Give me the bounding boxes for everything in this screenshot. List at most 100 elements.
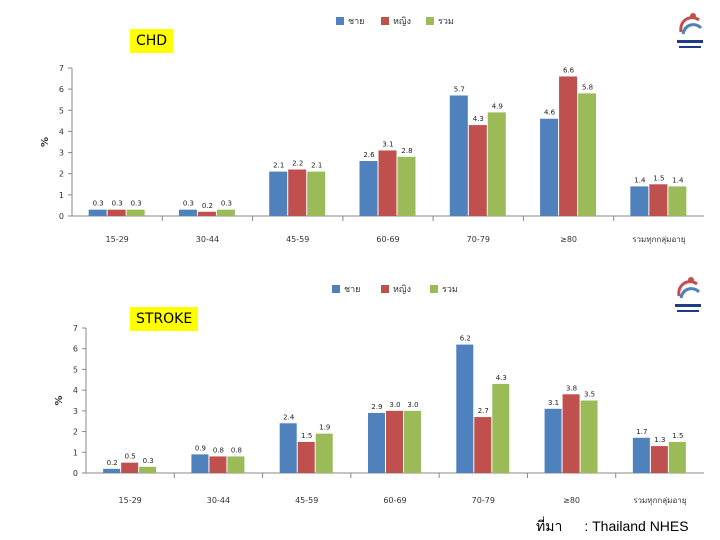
bar (540, 118, 559, 216)
legend-label: ชาย (348, 17, 364, 27)
x-tick-label: ≥80 (563, 496, 580, 505)
bar (359, 161, 378, 216)
bar (544, 408, 562, 473)
bar (404, 410, 421, 473)
data-label: 3.8 (566, 384, 577, 392)
x-tick-label: ≥80 (560, 235, 577, 244)
data-label: 1.5 (653, 174, 664, 182)
data-label: 0.3 (143, 457, 154, 465)
x-tick-label: 45-59 (295, 496, 318, 505)
bar (650, 446, 668, 473)
bar (578, 93, 597, 216)
bar (227, 456, 245, 473)
data-label: 0.3 (112, 200, 123, 208)
data-label: 4.3 (473, 115, 484, 123)
bar (487, 112, 506, 216)
y-tick-label: 6 (73, 345, 78, 354)
y-tick-label: 1 (59, 191, 64, 200)
bar (397, 156, 416, 216)
legend-label: ชาย (344, 285, 360, 295)
data-label: 0.9 (195, 444, 206, 452)
legend-swatch (381, 285, 389, 293)
x-tick-label: 60-69 (376, 235, 399, 244)
y-tick-label: 4 (59, 127, 64, 136)
data-label: 3.1 (382, 140, 393, 148)
data-label: 2.9 (371, 403, 382, 411)
data-label: 1.5 (301, 432, 312, 440)
data-label: 0.2 (202, 202, 213, 210)
data-label: 2.1 (311, 162, 322, 170)
x-tick-label: 45-59 (286, 235, 309, 244)
bar (307, 171, 326, 216)
nhes-logo-icon (675, 277, 701, 312)
legend-swatch (332, 285, 340, 293)
bar (216, 209, 235, 216)
data-label: 1.5 (672, 432, 683, 440)
bar (126, 209, 145, 216)
x-tick-label: 15-29 (106, 235, 129, 244)
bar (580, 400, 598, 473)
bar (191, 454, 209, 473)
data-label: 0.3 (93, 200, 104, 208)
bar (456, 344, 474, 473)
data-label: 1.9 (319, 424, 330, 432)
data-label: 0.3 (183, 200, 194, 208)
bar (630, 186, 649, 216)
data-label: 3.0 (407, 401, 418, 409)
data-label: 0.5 (125, 453, 136, 461)
bar (121, 462, 139, 473)
legend-swatch (426, 17, 434, 25)
y-axis-label: % (40, 137, 51, 147)
y-tick-label: 3 (73, 407, 78, 416)
legend-swatch (430, 285, 438, 293)
bar (297, 441, 315, 473)
bar (468, 125, 487, 216)
x-tick-label: 30-44 (207, 496, 230, 505)
y-tick-label: 0 (73, 469, 78, 478)
bar (649, 184, 668, 216)
x-tick-label: 70-79 (467, 235, 490, 244)
bar (288, 169, 307, 216)
bar (139, 466, 157, 473)
bar (368, 412, 385, 473)
bar (103, 468, 121, 473)
bar (197, 211, 216, 216)
data-label: 0.8 (231, 446, 242, 454)
y-tick-label: 0 (59, 212, 64, 221)
y-tick-label: 5 (59, 106, 64, 115)
data-label: 6.6 (563, 66, 575, 74)
data-label: 0.8 (213, 446, 224, 454)
data-label: 2.6 (363, 151, 375, 159)
data-label: 4.6 (544, 109, 556, 117)
y-tick-label: 1 (73, 448, 78, 457)
bar (178, 209, 197, 216)
data-label: 0.2 (107, 459, 118, 467)
data-label: 1.4 (672, 176, 684, 184)
x-tick-label: รวมทุกกลุ่มอายุ (632, 235, 685, 244)
y-tick-label: 4 (73, 386, 78, 395)
stroke-title-tag: STROKE (130, 307, 199, 331)
bar (492, 383, 510, 473)
data-label: 3.5 (584, 391, 595, 399)
bar (632, 437, 650, 473)
x-tick-label: 30-44 (196, 235, 219, 244)
y-tick-label: 6 (59, 85, 64, 94)
data-label: 5.7 (454, 85, 465, 93)
data-label: 2.7 (478, 407, 489, 415)
y-axis-label: % (54, 395, 65, 405)
y-tick-label: 3 (59, 149, 64, 158)
source-text: : Thailand NHES (584, 518, 689, 534)
bar (209, 456, 227, 473)
y-tick-label: 7 (73, 324, 78, 333)
data-label: 1.4 (634, 176, 646, 184)
nhes-logo-icon (677, 13, 703, 48)
bar (386, 410, 403, 473)
data-label: 2.4 (283, 413, 295, 421)
source-note: ที่มา: Thailand NHES (536, 516, 693, 538)
legend-label: รวม (442, 285, 458, 295)
data-label: 0.3 (221, 200, 232, 208)
bar (107, 209, 126, 216)
y-tick-label: 2 (73, 428, 78, 437)
x-tick-label: รวมทุกกลุ่มอายุ (633, 496, 686, 505)
